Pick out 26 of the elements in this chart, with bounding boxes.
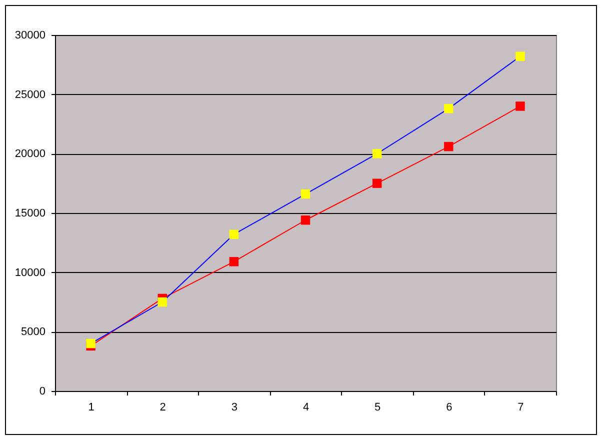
y-tick-label: 20000: [14, 148, 46, 160]
x-tick-label: 6: [446, 402, 452, 414]
point: [516, 102, 525, 111]
point: [86, 338, 96, 348]
x-tick-label: 3: [231, 402, 238, 414]
point: [444, 142, 454, 152]
y-tick-label: 5000: [21, 326, 46, 338]
y-tick-label: 30000: [14, 30, 46, 42]
point: [300, 216, 310, 225]
point: [229, 230, 239, 239]
x-tick-label: 1: [88, 402, 94, 414]
point: [372, 178, 382, 188]
x-tick-label: 5: [374, 402, 381, 414]
y-tick-label: 15000: [14, 208, 46, 220]
x-tick-label: 2: [160, 402, 166, 414]
x-tick-label: 4: [302, 402, 310, 414]
point: [372, 149, 382, 158]
y-tick-label: 0: [39, 386, 46, 398]
point: [229, 257, 239, 266]
y-tick-label: 10000: [14, 266, 46, 279]
x-tick-label: 7: [518, 402, 524, 414]
point: [158, 297, 167, 307]
point: [444, 104, 454, 114]
point: [300, 189, 310, 199]
y-tick-label: 25000: [14, 88, 46, 101]
point: [516, 52, 525, 61]
